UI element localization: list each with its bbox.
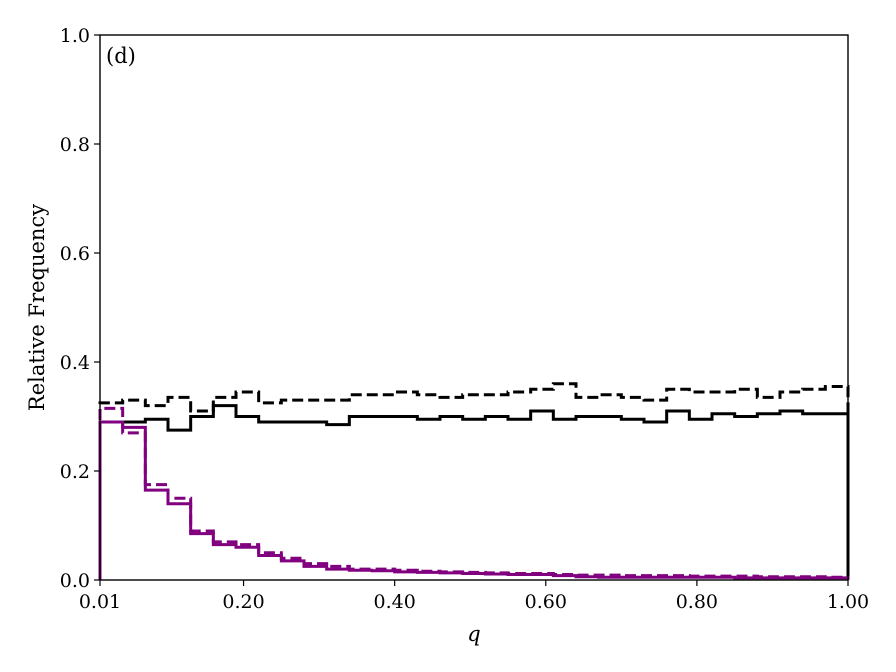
plot-frame — [99, 34, 849, 581]
panel-label: (d) — [106, 44, 136, 68]
y-axis-ticks: 0.0 0.2 0.4 0.6 0.8 1.0 — [60, 25, 100, 592]
x-tick-label: 0.60 — [525, 591, 567, 613]
y-tick-label: 0.4 — [60, 352, 90, 374]
series-line-2 — [98, 404, 850, 580]
x-tick-label: 0.20 — [222, 591, 264, 613]
series-layer — [98, 382, 850, 580]
series-line-4 — [98, 420, 850, 580]
y-tick-label: 1.0 — [60, 25, 90, 47]
x-axis-ticks: 0.01 0.20 0.40 0.60 0.80 1.00 — [79, 580, 869, 613]
x-tick-label: 1.00 — [827, 591, 869, 613]
x-tick-label: 0.80 — [676, 591, 718, 613]
x-tick-label: 0.40 — [374, 591, 416, 613]
x-axis-label: q — [467, 622, 480, 646]
y-axis-label: Relative Frequency — [25, 204, 49, 411]
y-tick-label: 0.0 — [60, 570, 90, 592]
y-tick-label: 0.6 — [60, 243, 90, 265]
series-line-3 — [98, 406, 850, 580]
y-tick-label: 0.2 — [60, 461, 90, 483]
x-tick-label: 0.01 — [79, 591, 121, 613]
y-tick-label: 0.8 — [60, 134, 90, 156]
